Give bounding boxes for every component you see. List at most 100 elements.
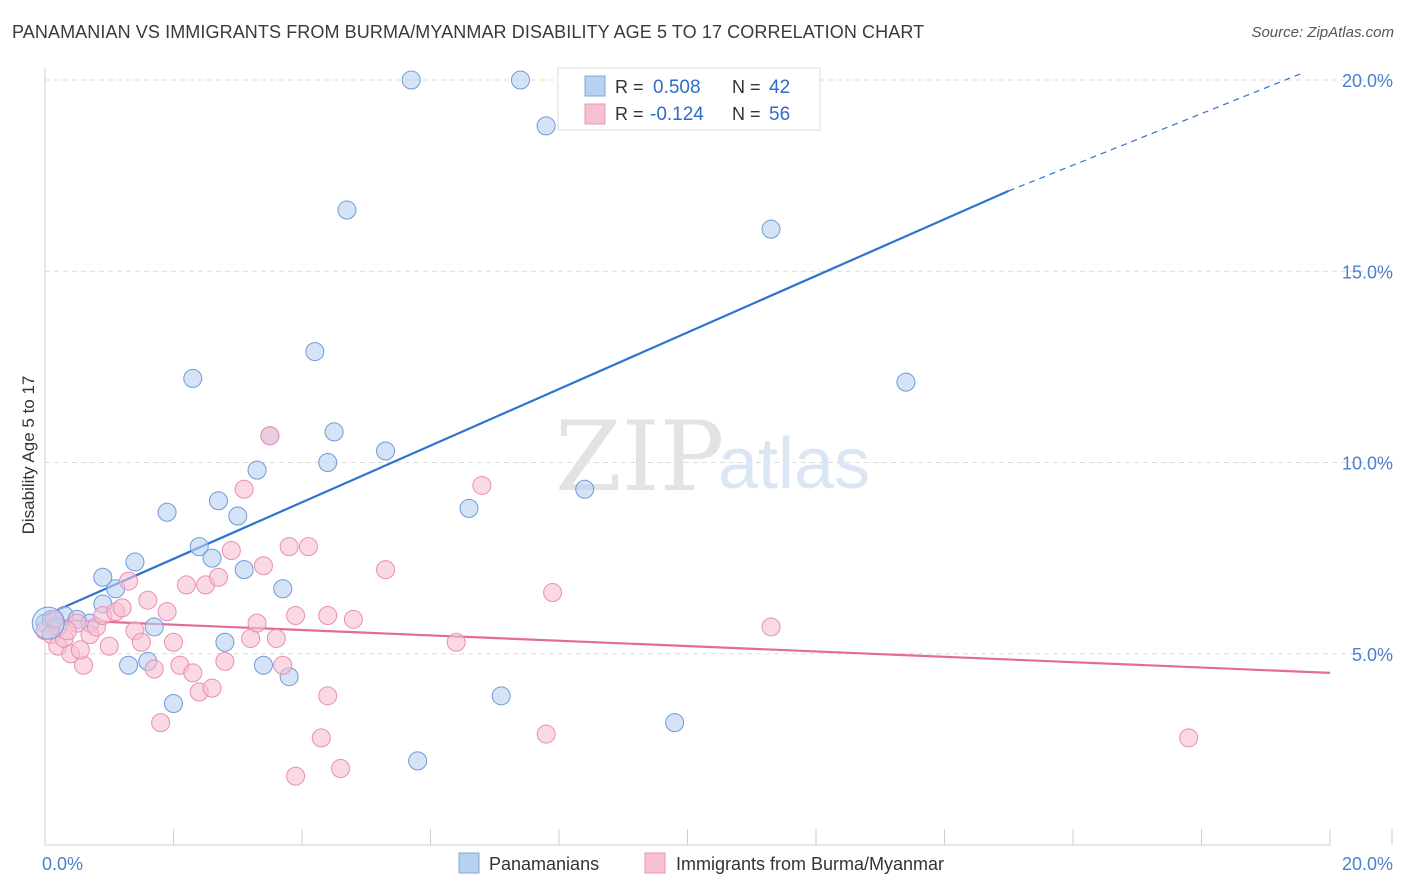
point-panamanians-30 [376, 441, 396, 461]
point-burma-35 [266, 628, 286, 648]
point-burma-29 [221, 540, 241, 560]
point-burma-41 [311, 728, 331, 748]
legend-swatch-blue [584, 75, 606, 97]
point-panamanians-35 [510, 70, 530, 90]
point-burma-23 [183, 663, 203, 683]
trend-line-panamanians [44, 189, 1010, 617]
point-burma-39 [286, 766, 306, 786]
x-tick-labels: 0.0% 20.0% [42, 854, 1393, 874]
legend-n-value-1: 42 [769, 77, 790, 98]
legend-swatch-pink [584, 103, 606, 125]
legend-bottom: Panamanians Immigrants from Burma/Myanma… [458, 852, 944, 874]
point-panamanians-8 [125, 552, 145, 572]
legend-r-value-1: 0.508 [653, 77, 701, 98]
point-burma-38 [286, 606, 306, 625]
point-burma-6 [74, 655, 94, 675]
point-burma-52 [1179, 728, 1199, 748]
point-panamanians-20 [234, 560, 254, 580]
point-burma-47 [446, 632, 466, 652]
point-panamanians-15 [189, 537, 209, 557]
data-points [31, 70, 1199, 786]
watermark-atlas-text: atlas [718, 424, 870, 504]
point-panamanians-16 [202, 548, 222, 568]
point-panamanians-24 [273, 579, 293, 599]
point-burma-28 [215, 651, 235, 671]
point-panamanians-33 [459, 498, 479, 518]
point-panamanians-21 [247, 460, 267, 480]
point-burma-36 [273, 655, 293, 675]
x-tick-label-1: 20.0% [1342, 854, 1393, 874]
trend-lines [44, 71, 1331, 674]
y-tick-label-0: 5.0% [1352, 645, 1393, 665]
legend-r-label-2: R = [615, 104, 644, 124]
point-panamanians-cluster [31, 606, 65, 640]
point-burma-46 [376, 560, 396, 580]
legend-top: R = 0.508 N = 42 R = -0.124 N = 56 [557, 67, 821, 131]
legend-bottom-label-1: Panamanians [489, 854, 599, 874]
point-burma-19 [157, 602, 177, 622]
point-panamanians-32 [408, 751, 428, 771]
point-burma-42 [318, 686, 338, 706]
point-burma-32 [247, 613, 267, 633]
point-burma-13 [119, 571, 139, 591]
point-burma-12 [112, 598, 132, 618]
point-panamanians-11 [144, 617, 164, 637]
point-burma-30 [234, 479, 254, 499]
point-panamanians-39 [761, 219, 781, 239]
point-panamanians-17 [208, 491, 228, 511]
point-panamanians-7 [93, 567, 113, 587]
y-tick-labels: 5.0% 10.0% 15.0% 20.0% [1342, 71, 1393, 665]
point-burma-40 [298, 537, 318, 557]
legend-n-value-2: 56 [769, 104, 790, 125]
point-burma-27 [208, 567, 228, 587]
point-burma-49 [536, 724, 556, 744]
watermark: ZIP atlas [555, 401, 870, 513]
point-panamanians-40 [896, 372, 916, 392]
legend-bottom-swatch-pink [644, 852, 666, 874]
point-panamanians-27 [318, 453, 338, 472]
trend-line-panamanians-extension [1008, 71, 1305, 192]
point-burma-26 [202, 678, 222, 698]
chart-title: PANAMANIAN VS IMMIGRANTS FROM BURMA/MYAN… [12, 22, 925, 42]
point-burma-51 [761, 617, 781, 637]
point-panamanians-26 [305, 342, 325, 362]
point-burma-10 [99, 636, 119, 656]
legend-bottom-label-2: Immigrants from Burma/Myanmar [676, 854, 944, 874]
point-burma-54 [57, 621, 77, 641]
point-panamanians-38 [665, 713, 685, 733]
point-burma-50 [543, 583, 563, 603]
point-panamanians-18 [215, 632, 235, 652]
legend-r-label-1: R = [615, 77, 644, 97]
point-burma-16 [138, 590, 158, 610]
point-burma-55 [70, 640, 90, 660]
legend-bottom-swatch-blue [458, 852, 480, 874]
point-panamanians-14 [183, 368, 203, 388]
y-tick-label-1: 10.0% [1342, 454, 1393, 474]
point-panamanians-12 [157, 502, 177, 522]
source-label: Source: ZipAtlas.com [1251, 24, 1394, 41]
legend-n-label-2: N = [732, 104, 761, 124]
point-panamanians-34 [491, 686, 511, 706]
point-burma-34 [260, 426, 280, 446]
point-burma-37 [279, 537, 299, 557]
x-tick-label-0: 0.0% [42, 854, 83, 874]
point-burma-48 [472, 475, 492, 495]
y-axis-title: Disability Age 5 to 17 [19, 376, 38, 535]
legend-n-label-1: N = [732, 77, 761, 97]
trend-line-burma [44, 618, 1331, 674]
point-panamanians-19 [228, 506, 248, 526]
point-burma-44 [331, 759, 351, 778]
y-tick-label-3: 20.0% [1342, 71, 1393, 91]
axes [44, 68, 1393, 846]
point-panamanians-22 [253, 655, 273, 675]
point-burma-33 [253, 556, 273, 576]
point-burma-45 [343, 609, 363, 629]
point-burma-18 [151, 713, 171, 733]
point-burma-17 [144, 659, 164, 679]
point-panamanians-9 [119, 655, 139, 675]
point-panamanians-28 [324, 422, 344, 442]
legend-r-value-2: -0.124 [650, 104, 704, 125]
y-tick-label-2: 15.0% [1342, 262, 1393, 282]
point-panamanians-37 [575, 479, 595, 499]
